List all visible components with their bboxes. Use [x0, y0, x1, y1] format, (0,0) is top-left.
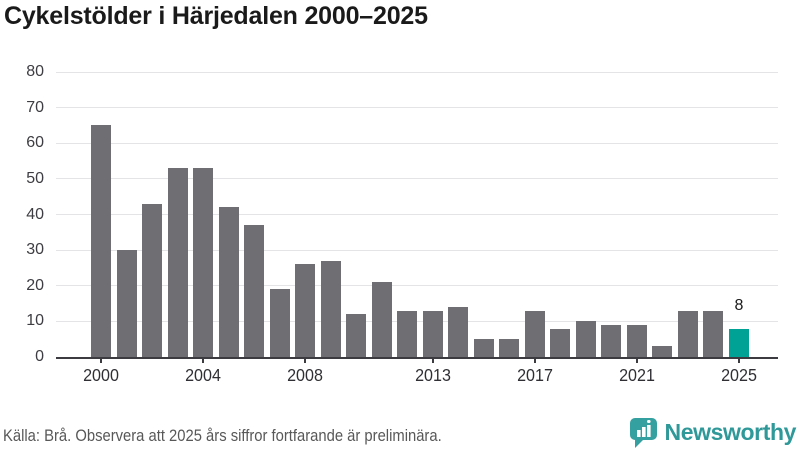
x-tick-label-2021: 2021	[618, 365, 655, 385]
bar-2001	[116, 250, 137, 357]
bar-2014	[448, 307, 469, 357]
x-tick-2004	[202, 357, 205, 363]
x-tick-2025	[738, 357, 740, 363]
x-tick-2021	[635, 357, 638, 363]
bar-2012	[397, 310, 418, 357]
y-tick-label-40: 40	[26, 205, 44, 223]
gridline-y-60	[56, 142, 778, 144]
gridline-y-20	[56, 285, 778, 287]
x-tick-label-2000: 2000	[83, 365, 119, 385]
bar-2021	[626, 324, 647, 357]
y-tick-label-50: 50	[26, 169, 44, 187]
x-tick-2017	[533, 357, 536, 363]
bar-2015	[473, 339, 494, 357]
bar-2016	[499, 339, 520, 357]
y-tick-label-30: 30	[26, 241, 44, 259]
x-tick-label-2008: 2008	[287, 365, 324, 385]
bar-2023	[677, 310, 698, 357]
bar-2025	[729, 328, 749, 357]
brand-logo: Newsworthy	[629, 415, 796, 449]
bar-2011	[371, 282, 392, 357]
bar-2005	[218, 207, 239, 357]
bar-2013	[422, 310, 443, 357]
y-tick-label-20: 20	[26, 276, 44, 294]
highlight-value-label: 8	[734, 296, 744, 314]
x-tick-2013	[431, 357, 434, 363]
bar-2020	[601, 324, 622, 357]
x-tick-label-2017: 2017	[516, 365, 553, 385]
x-tick-label-2025: 2025	[721, 365, 757, 385]
bar-2006	[244, 225, 265, 357]
bar-2019	[575, 321, 596, 357]
gridline-y-40	[56, 214, 778, 215]
gridline-y-70	[56, 107, 778, 109]
bar-2003	[167, 168, 188, 357]
plot-area	[56, 71, 778, 359]
bar-2017	[524, 310, 545, 357]
gridline-y-30	[56, 249, 778, 251]
bar-2018	[550, 328, 571, 357]
y-tick-label-60: 60	[26, 134, 44, 152]
bar-2002	[142, 203, 163, 357]
speech-bubble-bar-chart-icon	[629, 417, 657, 448]
bar-2024	[703, 310, 724, 357]
x-tick-label-2004: 2004	[185, 365, 221, 385]
y-tick-label-80: 80	[26, 63, 44, 80]
gridline-y-50	[56, 178, 778, 180]
y-tick-label-10: 10	[26, 312, 44, 330]
x-tick-2008	[304, 357, 307, 363]
y-tick-label-0: 0	[35, 348, 44, 365]
bar-2008	[295, 264, 316, 357]
bar-2007	[269, 289, 290, 357]
source-note: Källa: Brå. Observera att 2025 års siffr…	[3, 426, 442, 445]
page-title: Cykelstölder i Härjedalen 2000–2025	[4, 2, 428, 30]
y-tick-label-70: 70	[26, 98, 44, 116]
x-tick-2000	[100, 357, 102, 363]
bar-2004	[193, 168, 214, 357]
bar-2010	[346, 314, 367, 357]
brand-name: Newsworthy	[664, 419, 797, 445]
gridline-y-80	[56, 71, 778, 73]
x-tick-label-2013: 2013	[414, 365, 451, 385]
bar-2000	[91, 125, 111, 357]
bar-2009	[320, 260, 341, 357]
bar-2022	[652, 346, 673, 357]
